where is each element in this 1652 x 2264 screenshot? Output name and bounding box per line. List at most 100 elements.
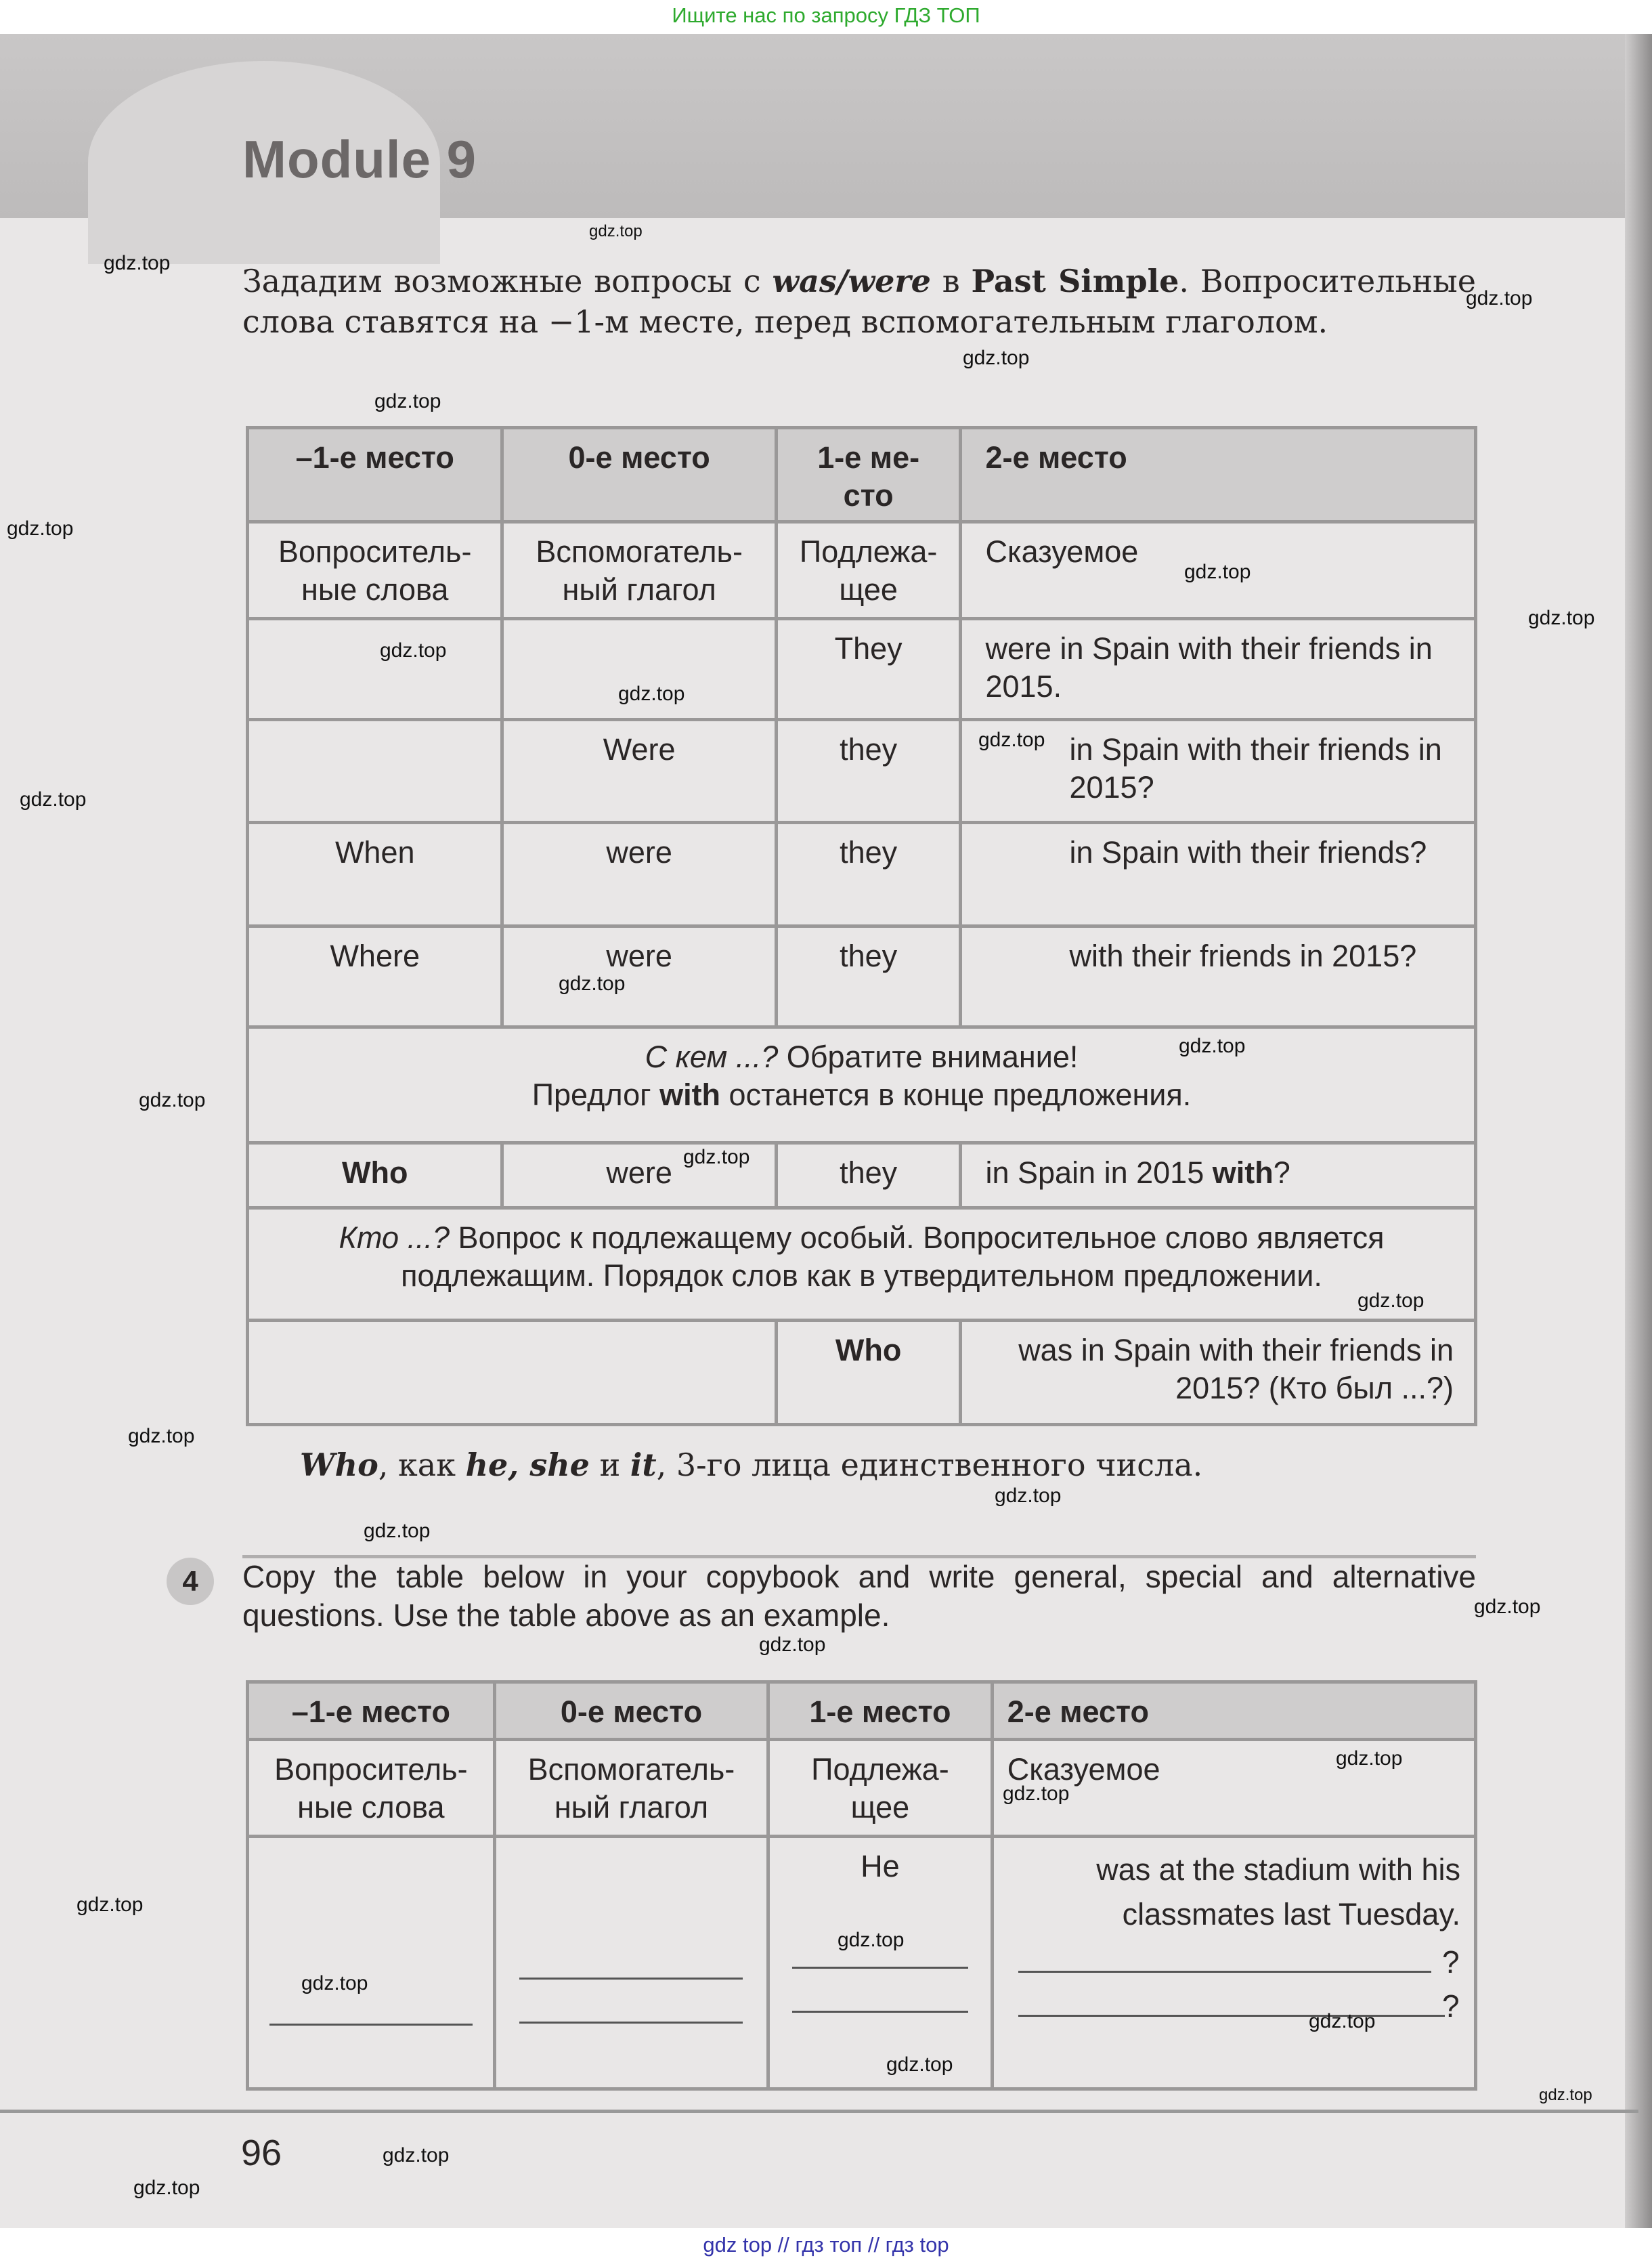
cell-text: ? [1273,1155,1290,1190]
intro-text: . Вопросительные слова ставятся на −1-м … [242,263,1476,340]
question-mark: ? [1442,1944,1460,1980]
exercise-number: 4 [167,1558,214,1605]
table-row: Who was in Spain with their friends in 2… [246,1319,1477,1426]
subject-cell: He [766,1835,994,2091]
module-header [0,34,1652,264]
who-text: , 3-го лица единственного числа. [656,1447,1203,1483]
cell: they [774,821,963,928]
grammar-table: –1-е место 0-е место 1-е ме- сто 2-е мес… [245,426,1477,1426]
role-cell: Вопроситель- ные слова [246,1738,496,1838]
role-cell: Подлежа- щее [774,520,963,620]
watermark: gdz.top [886,2053,953,2076]
watermark: gdz.top [1309,2010,1376,2032]
watermark: gdz.top [1184,561,1251,583]
page-bottom-rule [0,2110,1638,2113]
cell: When [245,821,504,928]
watermark: gdz.top [1179,1035,1246,1057]
top-banner: Ищите нас по запросу ГДЗ ТОП [0,0,1652,34]
watermark: gdz.top [128,1425,195,1447]
who-note: Who, как he, she и it, 3-го лица единств… [300,1447,1202,1483]
table-row: When were they in Spain with their frien… [245,821,1477,928]
header-cell: 0-е место [500,426,778,524]
role-cell: Сказуемое [990,1738,1478,1838]
cell [246,1319,778,1426]
header-cell: –1-е место [245,426,504,524]
answer-cell[interactable] [246,1835,496,2091]
answer-blank[interactable] [1018,2015,1445,2017]
who-italic: Who [300,1447,378,1483]
watermark: gdz.top [1528,607,1595,629]
cell: were in Spain with their friends in 2015… [959,617,1477,721]
footer-banner: gdz top // гдз топ // гдз top [0,2228,1652,2264]
watermark: gdz.top [1474,1596,1541,1618]
cell: Who [774,1319,963,1426]
intro-text: в [930,263,972,299]
cell [500,617,778,721]
answer-cell[interactable] [492,1835,770,2091]
cell: were [500,1141,778,1210]
who-italic: it [630,1447,657,1483]
note-row: Кто ...? Вопрос к подлежащему особый. Во… [246,1206,1477,1322]
note-text: останется в конце предложения. [720,1077,1192,1112]
who-text: , как [378,1447,466,1483]
answer-blank[interactable] [519,1978,743,1980]
watermark: gdz.top [1539,2086,1592,2104]
watermark: gdz.top [683,1146,750,1168]
watermark: gdz.top [383,2144,450,2166]
header-cell: 0-е место [492,1680,770,1741]
cell: were [500,924,778,1029]
watermark: gdz.top [618,683,685,705]
who-italic: he, she [465,1447,590,1483]
watermark: gdz.top [838,1929,905,1951]
watermark: gdz.top [139,1089,206,1111]
note-text: Вопрос к подлежащему особый. Вопроситель… [401,1220,1385,1293]
exercise-table: –1-е место 0-е место 1-е место 2-е место… [246,1680,1478,2091]
answer-blank[interactable] [269,2024,473,2026]
header-cell: 2-е место [959,426,1477,524]
intro-bold: Past Simple [971,263,1179,299]
role-cell: Вспомогатель- ный глагол [492,1738,770,1838]
watermark: gdz.top [559,973,626,995]
subject-text: He [861,1849,900,1883]
watermark: gdz.top [963,347,1030,369]
cell: They [774,617,963,721]
header-cell: 1-е ме- сто [774,426,963,524]
exercise-instructions: Copy the table below in your copybook an… [242,1559,1476,1633]
who-text: и [589,1447,630,1483]
answer-blank[interactable] [791,2011,968,2013]
header-decoration [88,61,440,264]
page-number: 96 [241,2133,282,2173]
watermark: gdz.top [133,2177,200,2199]
answer-blank[interactable] [519,2022,743,2024]
table-row: They were in Spain with their friends in… [245,617,1477,721]
answer-blank[interactable] [1018,1971,1431,1973]
table-header-row: –1-е место 0-е место 1-е место 2-е место [246,1680,1478,1741]
role-cell: Вопроситель- ные слова [245,520,504,620]
watermark: gdz.top [978,729,1045,751]
role-cell: Вспомогатель- ный глагол [500,520,778,620]
watermark: gdz.top [1336,1747,1403,1770]
predicate-cell: was at the stadium with his classmates l… [990,1835,1478,2091]
watermark: gdz.top [374,390,441,412]
question-mark: ? [1442,1988,1460,2024]
cell-bold: with [1212,1155,1274,1190]
cell: Were [500,718,778,824]
cell: in Spain in 2015 with? [959,1141,1477,1210]
watermark: gdz.top [77,1894,144,1916]
cell: they [774,924,963,1029]
cell: they [774,718,963,824]
role-cell: Подлежа- щее [766,1738,994,1838]
watermark: gdz.top [7,517,74,540]
note-italic: Кто ...? [339,1220,450,1255]
header-cell: 1-е место [766,1680,994,1741]
answer-blank[interactable] [791,1967,968,1969]
watermark: gdz.top [301,1972,368,1994]
table-role-row: Вопроситель- ные слова Вспомогатель- ный… [245,520,1477,620]
note-text: Обратите внимание! [778,1040,1079,1074]
note-cell: Кто ...? Вопрос к подлежащему особый. Во… [246,1206,1477,1322]
watermark: gdz.top [1003,1782,1070,1805]
intro-paragraph: Зададим возможные вопросы с was/were в P… [242,261,1476,342]
note-bold: with [659,1077,721,1112]
table-row: Where were they with their friends in 20… [245,924,1477,1029]
note-cell: С кем ...? Обратите внимание! Предлог wi… [246,1025,1477,1145]
